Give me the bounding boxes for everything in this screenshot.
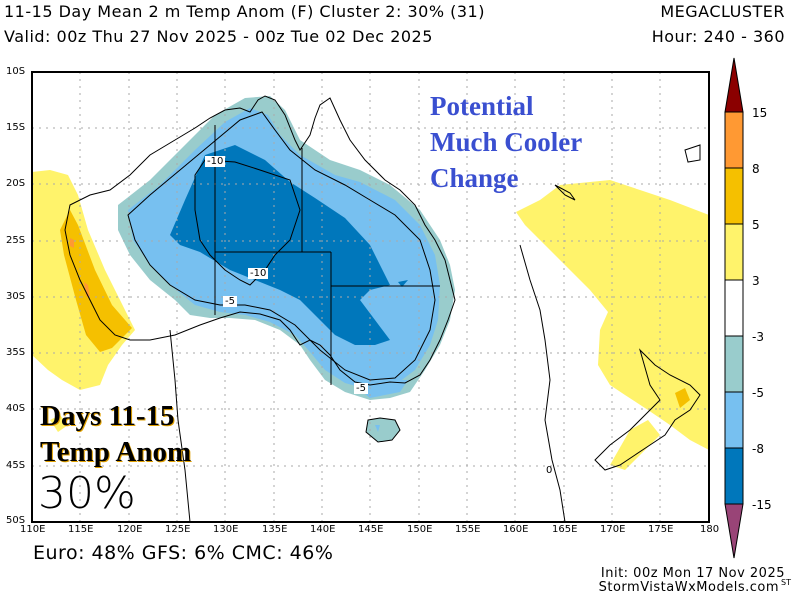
colorbar-label: -8: [752, 442, 764, 456]
potential-change-annotation: Potential Much Cooler Change: [430, 88, 582, 196]
lon-label: 145E: [358, 524, 384, 535]
lat-label: 45S: [6, 460, 26, 471]
lon-label: 140E: [310, 524, 336, 535]
lon-label: 115E: [68, 524, 94, 535]
lon-label: 150E: [407, 524, 433, 535]
contour-label: -5: [223, 296, 237, 307]
lon-label: 165E: [552, 524, 578, 535]
lon-label: 160E: [503, 524, 529, 535]
lon-label: 125E: [165, 524, 191, 535]
lon-label: 170E: [600, 524, 626, 535]
lon-label: 180: [700, 524, 720, 535]
lon-label: 110E: [20, 524, 46, 535]
lat-label: 20S: [6, 178, 26, 189]
map-title: 11-15 Day Mean 2 m Temp Anom (F) Cluster…: [4, 2, 485, 21]
contour-label: -5: [354, 383, 368, 394]
colorbar-label: 3: [752, 274, 760, 288]
colorbar-label: -5: [752, 386, 764, 400]
annotation-line: Days 11-15: [40, 400, 175, 432]
source-credit: StormVistaWxModels.com: [598, 580, 779, 595]
colorbar-label: -3: [752, 330, 764, 344]
lon-label: 120E: [117, 524, 143, 535]
lon-label: 155E: [455, 524, 481, 535]
lon-label: 175E: [648, 524, 674, 535]
lon-label: 135E: [262, 524, 288, 535]
init-time: Init: 00z Mon 17 Nov 2025: [600, 566, 785, 581]
model-weights: Euro: 48% GFS: 6% CMC: 46%: [33, 542, 334, 564]
lat-label: 40S: [6, 403, 26, 414]
annotation-line: Change: [430, 163, 519, 193]
lat-label: 15S: [6, 122, 26, 133]
product-name: MEGACLUSTER: [660, 2, 785, 21]
contour-label: 0: [546, 465, 553, 476]
lat-label: 10S: [6, 66, 26, 77]
colorbar: [724, 57, 744, 559]
source-superscript: ST: [781, 578, 791, 587]
annotation-line: Much Cooler: [430, 127, 583, 157]
days-annotation: Days 11-15 Temp Anom: [40, 398, 191, 470]
colorbar-label: 15: [752, 106, 768, 120]
contour-label: -10: [248, 268, 269, 279]
lat-label: 25S: [6, 235, 26, 246]
colorbar-label: 5: [752, 218, 760, 232]
forecast-hour-range: Hour: 240 - 360: [651, 27, 785, 46]
annotation-line: Temp Anom: [40, 436, 192, 468]
cluster-percent: 30%: [38, 468, 136, 519]
lat-label: 30S: [6, 291, 26, 302]
colorbar-label: 8: [752, 162, 760, 176]
coastlines: [64, 95, 701, 471]
annotation-line: Potential: [430, 91, 534, 121]
lat-label: 50S: [6, 515, 26, 526]
valid-period: Valid: 00z Thu 27 Nov 2025 - 00z Tue 02 …: [4, 27, 433, 46]
contour-label: -10: [205, 156, 226, 167]
lon-label: 130E: [213, 524, 239, 535]
lat-label: 35S: [6, 347, 26, 358]
colorbar-label: -15: [752, 498, 772, 512]
cold-anomaly-dark-blue: [170, 145, 390, 345]
